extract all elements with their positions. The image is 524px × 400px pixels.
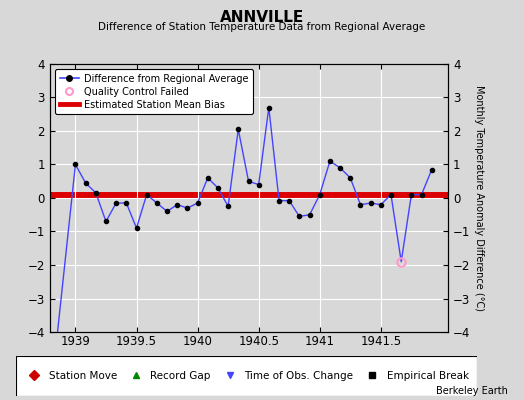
Legend: Station Move, Record Gap, Time of Obs. Change, Empirical Break: Station Move, Record Gap, Time of Obs. C… — [21, 368, 472, 384]
Text: Difference of Station Temperature Data from Regional Average: Difference of Station Temperature Data f… — [99, 22, 425, 32]
Text: Berkeley Earth: Berkeley Earth — [436, 386, 508, 396]
Legend: Difference from Regional Average, Quality Control Failed, Estimated Station Mean: Difference from Regional Average, Qualit… — [54, 69, 253, 114]
Text: ANNVILLE: ANNVILLE — [220, 10, 304, 25]
Y-axis label: Monthly Temperature Anomaly Difference (°C): Monthly Temperature Anomaly Difference (… — [474, 85, 484, 311]
